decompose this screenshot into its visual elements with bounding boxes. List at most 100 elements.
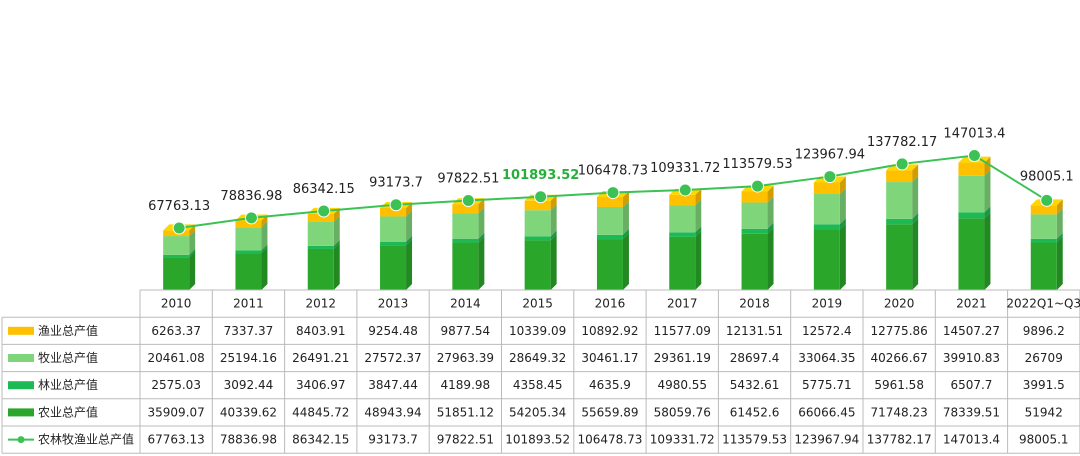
bar-segment [741, 222, 774, 234]
data-label: 137782.17 [867, 135, 937, 150]
table-cell: 35909.07 [148, 405, 205, 419]
table-cell: 98005.1 [1019, 433, 1069, 447]
data-label: 93173.7 [369, 176, 423, 191]
table-cell: 2575.03 [151, 378, 201, 392]
bar-segment [380, 239, 413, 290]
table-cell: 106478.73 [577, 433, 642, 447]
line-point [534, 190, 548, 204]
data-label: 106478.73 [578, 164, 648, 179]
table-cell: 6263.37 [151, 324, 201, 338]
data-label: 98005.1 [1020, 169, 1074, 184]
bar-segment [596, 200, 629, 235]
table-cell: 123967.94 [794, 433, 859, 447]
bar-segment [235, 221, 268, 251]
bar-segment [163, 230, 196, 255]
bar-segment [307, 215, 340, 246]
legend-label: 渔业总产值 [38, 323, 98, 338]
table-cell: 11577.09 [654, 324, 711, 338]
legend-label: 农林牧渔业总产值 [38, 432, 134, 447]
bar-segment [1030, 236, 1063, 290]
x-tick-label: 2014 [450, 297, 481, 311]
bar-segment [813, 188, 846, 225]
bar-segment [741, 196, 774, 229]
line-point [461, 193, 475, 207]
line-point [967, 148, 981, 162]
legend-label: 林业总产值 [38, 377, 98, 392]
table-cell: 9254.48 [368, 324, 418, 338]
table-cell: 12572.4 [802, 324, 852, 338]
line-point [823, 170, 837, 184]
bar-segment [886, 212, 919, 225]
legend-swatch [8, 408, 34, 417]
bar-segment [958, 212, 991, 290]
data-label: 147013.4 [943, 126, 1005, 141]
legend-line-key [8, 436, 34, 444]
table-cell: 25194.16 [220, 351, 277, 365]
bar-segment [669, 230, 702, 290]
table-cell: 55659.89 [581, 405, 638, 419]
bar-segment [958, 169, 991, 213]
bar-segment [596, 228, 629, 240]
bar-segment [380, 210, 413, 242]
line-point [606, 186, 620, 200]
table-cell: 40339.62 [220, 405, 277, 419]
legend-label: 牧业总产值 [38, 350, 98, 365]
table-cell: 5775.71 [802, 378, 852, 392]
line-point [895, 157, 909, 171]
table-cell: 97822.51 [437, 433, 494, 447]
table-cell: 12775.86 [871, 324, 928, 338]
bar-segment [380, 235, 413, 246]
table-cell: 101893.52 [505, 433, 570, 447]
table-cell: 27572.37 [364, 351, 421, 365]
bar-segment [235, 244, 268, 254]
table-cell: 20461.08 [148, 351, 205, 365]
table-cell: 86342.15 [292, 433, 349, 447]
table-cell: 44845.72 [292, 405, 349, 419]
bar-segment [886, 218, 919, 290]
table-cell: 10339.09 [509, 324, 566, 338]
table-cell: 109331.72 [650, 433, 715, 447]
table-cell: 28697.4 [730, 351, 780, 365]
table-cell: 93173.7 [368, 433, 418, 447]
bar-segment [741, 227, 774, 290]
x-tick-label: 2010 [161, 297, 192, 311]
legend-swatch [8, 354, 34, 362]
table-cell: 78339.51 [943, 405, 1000, 419]
bar-segment [452, 207, 485, 239]
table-cell: 28649.32 [509, 351, 566, 365]
table-cell: 5961.58 [874, 378, 924, 392]
line-point [751, 179, 765, 193]
data-label: 67763.13 [148, 199, 210, 214]
bar-segment [1030, 232, 1063, 243]
data-label: 86342.15 [293, 182, 355, 197]
table-cell: 113579.53 [722, 433, 787, 447]
x-tick-label: 2013 [378, 297, 409, 311]
legend-swatch [8, 326, 34, 335]
line-point [678, 183, 692, 197]
bar-segment [886, 176, 919, 219]
bar-segment [163, 248, 196, 258]
table-cell: 33064.35 [798, 351, 855, 365]
x-tick-label: 2015 [522, 297, 553, 311]
data-label: 101893.52 [502, 168, 579, 183]
table-cell: 30461.17 [581, 351, 638, 365]
x-tick-label: 2012 [305, 297, 336, 311]
table-cell: 9877.54 [441, 324, 491, 338]
table-cell: 3847.44 [368, 378, 418, 392]
bar-segment [235, 247, 268, 290]
table-cell: 3991.5 [1023, 378, 1065, 392]
table-cell: 9896.2 [1023, 324, 1065, 338]
bar-segment [813, 223, 846, 290]
table-cell: 61452.6 [730, 405, 780, 419]
legend-swatch [8, 381, 34, 390]
table-cell: 4635.9 [589, 378, 631, 392]
table-cell: 137782.17 [867, 433, 932, 447]
bar-segment [669, 199, 702, 233]
line-point [389, 198, 403, 212]
table-cell: 71748.23 [871, 405, 928, 419]
bar-segment [307, 242, 340, 290]
data-label: 113579.53 [722, 157, 792, 172]
table-cell: 54205.34 [509, 405, 566, 419]
table-cell: 40266.67 [871, 351, 928, 365]
